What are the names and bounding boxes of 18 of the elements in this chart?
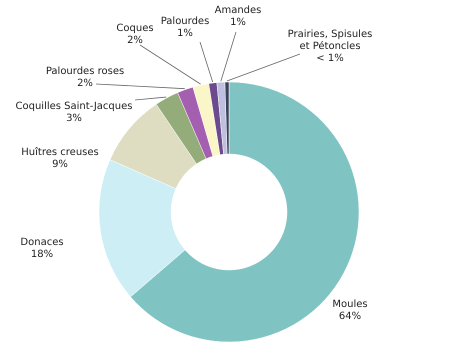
data-label: 9%	[52, 159, 68, 170]
slice-label: Moules	[332, 299, 368, 310]
data-label: 2%	[77, 78, 93, 89]
slice-label: Coques	[116, 23, 154, 34]
data-label: < 1%	[316, 53, 344, 64]
data-label: 2%	[127, 35, 143, 46]
slice-label: Amandes	[214, 5, 262, 16]
data-label: 1%	[177, 28, 193, 39]
data-label: 3%	[66, 113, 82, 124]
data-label: 18%	[30, 249, 54, 260]
slice-label: Donaces	[20, 237, 64, 248]
slice-label: Palourdes	[160, 16, 210, 27]
data-label: 1%	[230, 17, 246, 28]
slice-label: Palourdes roses	[46, 66, 124, 77]
slice-label: Coquilles Saint-Jacques	[16, 101, 132, 112]
data-label: 64%	[338, 311, 362, 322]
slice-label: Huîtres creuses	[21, 147, 99, 158]
slice-label: Prairies, Spisules et Pétoncles	[288, 29, 372, 52]
